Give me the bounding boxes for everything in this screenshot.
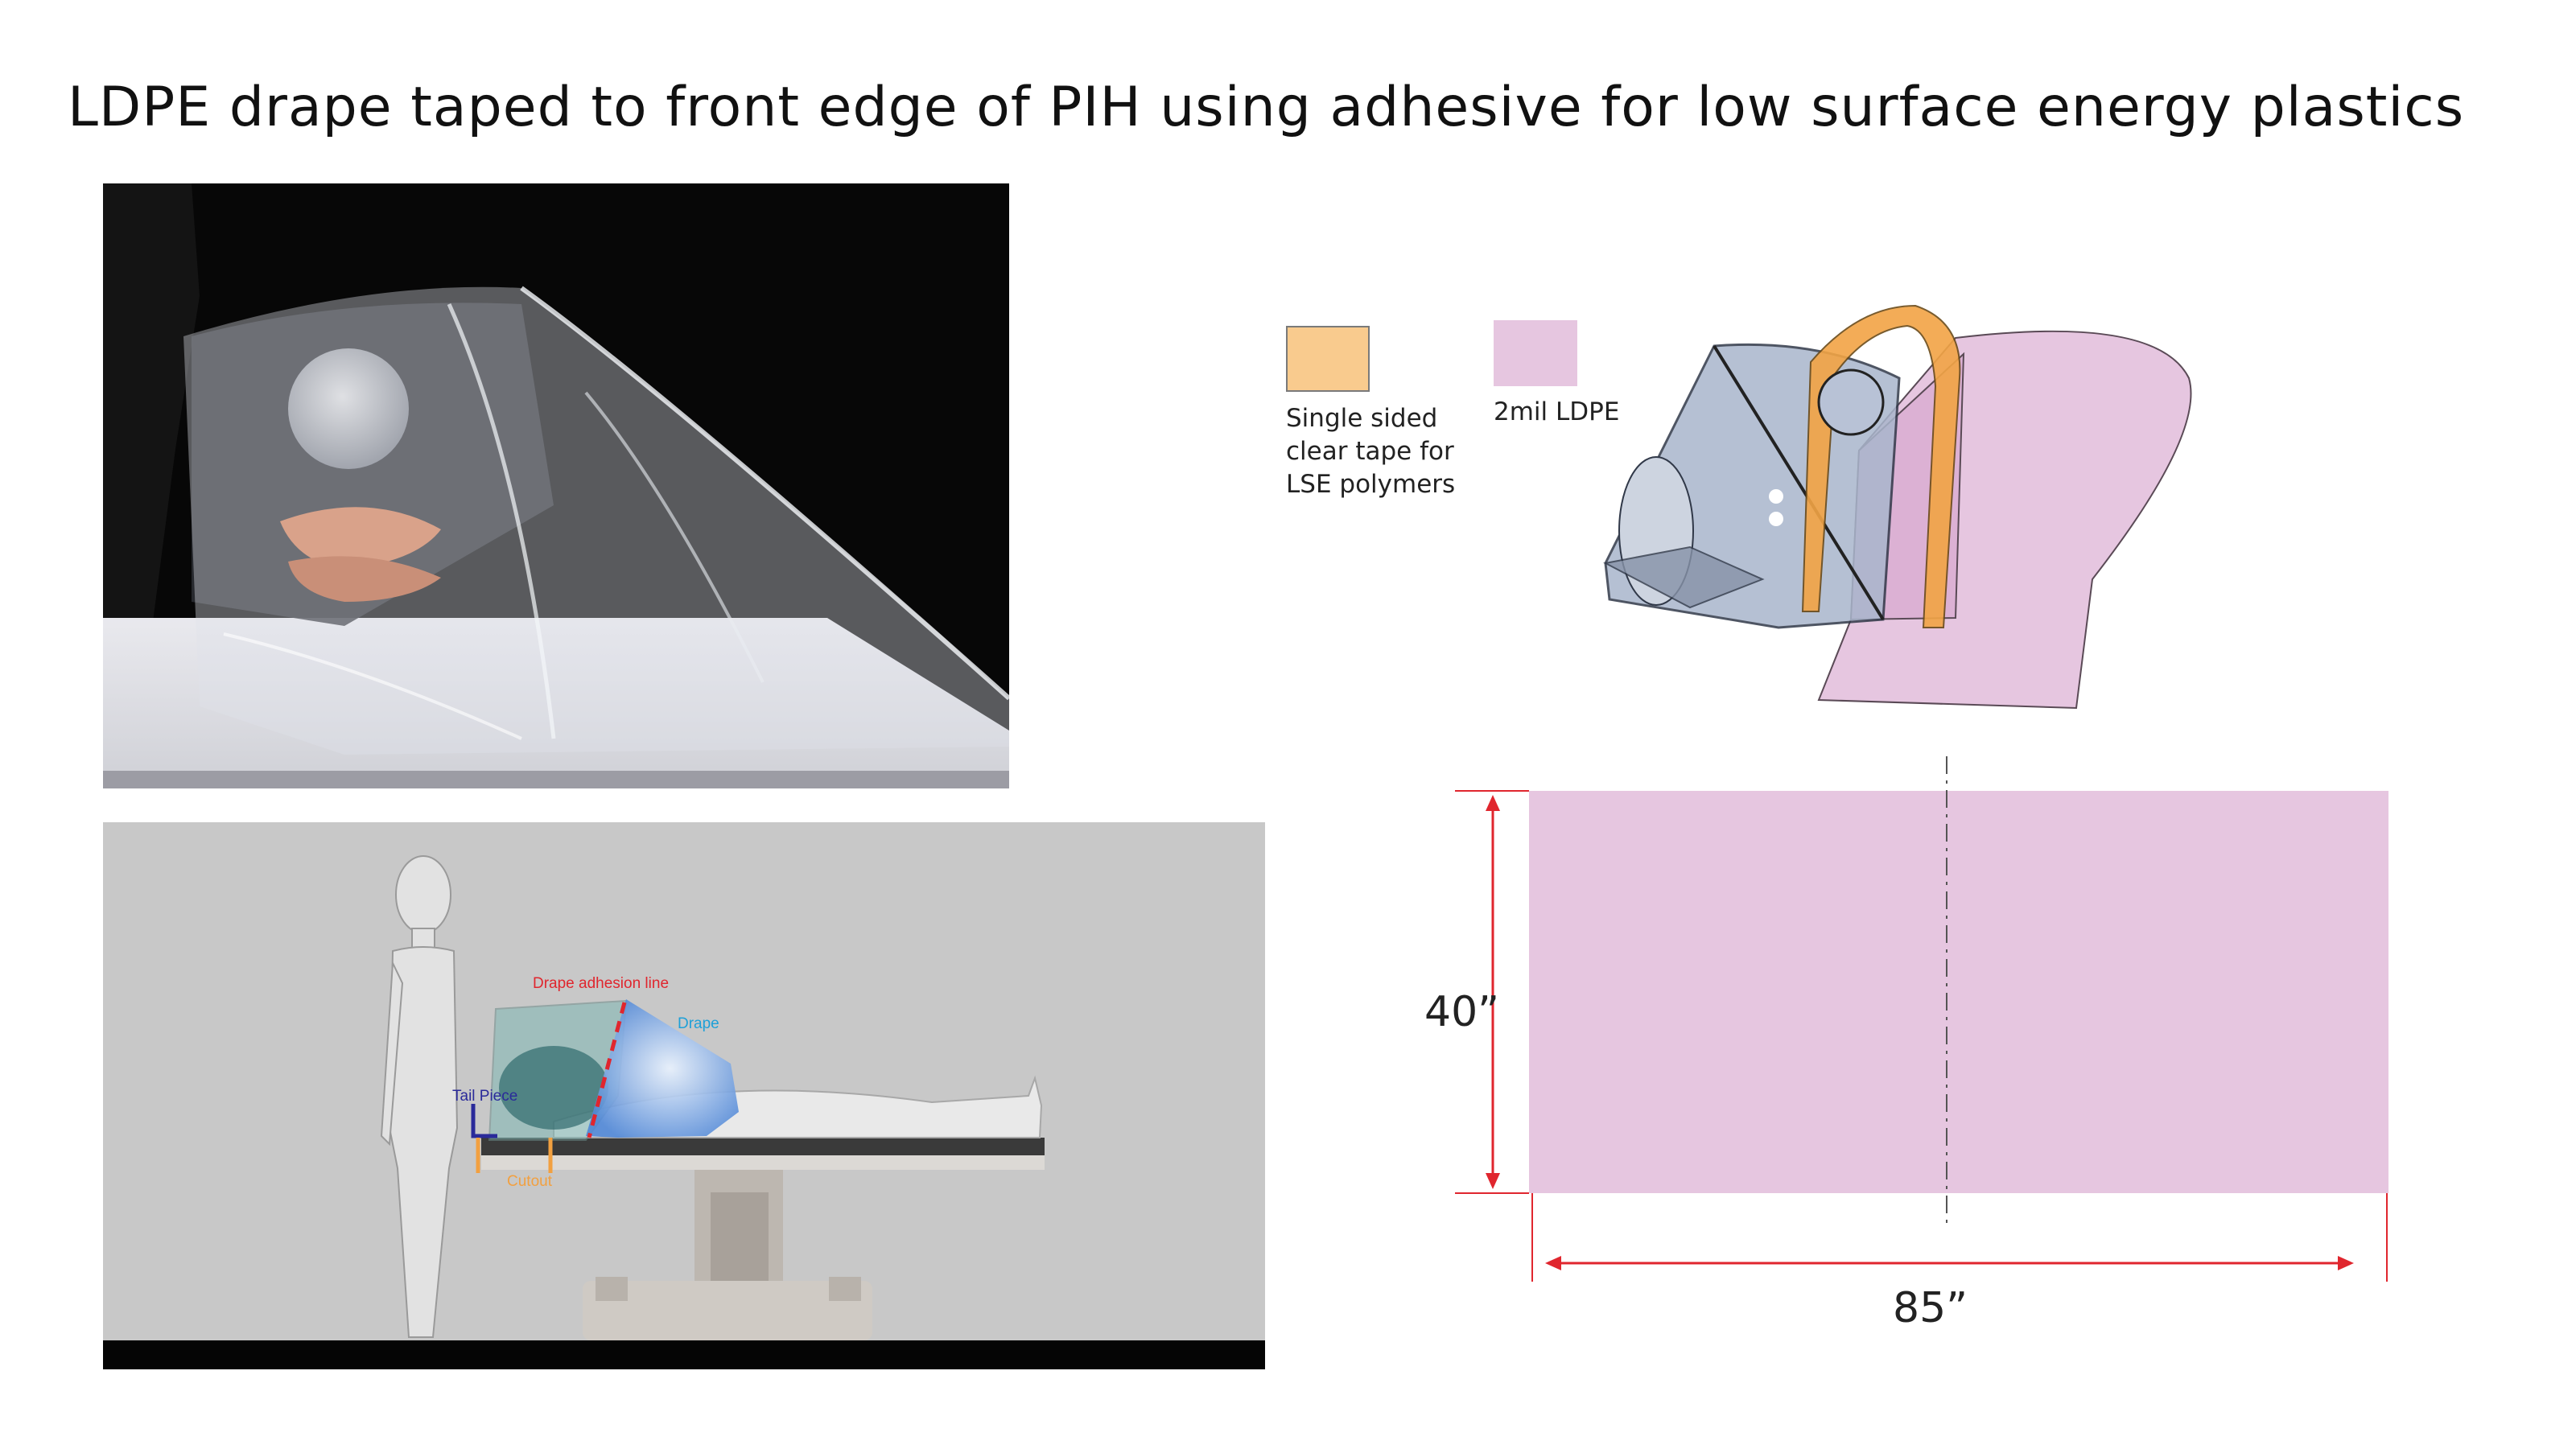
or-table-base <box>583 1168 872 1340</box>
drape-photo <box>103 183 1009 788</box>
tape-legend-label: Single sided clear tape for LSE polymers <box>1286 404 1456 499</box>
tape-swatch <box>1286 326 1370 392</box>
ldpe-sheet <box>1529 791 2388 1193</box>
setup-render: Drape adhesion line Drape Tail Piece Cut… <box>103 822 1265 1369</box>
ldpe-swatch <box>1494 320 1577 386</box>
drape-shape <box>586 999 739 1138</box>
width-dimension-label: 85” <box>1893 1284 1968 1332</box>
height-dimension-label: 40” <box>1424 988 1500 1036</box>
tail-piece-label: Tail Piece <box>452 1088 517 1105</box>
adhesion-line-label: Drape adhesion line <box>533 975 669 992</box>
drape-label: Drape <box>678 1015 719 1032</box>
hood-drape-schematic <box>1602 304 2192 710</box>
page-title: LDPE drape taped to front edge of PIH us… <box>68 76 2465 139</box>
ldpe-legend-label: 2mil LDPE <box>1494 397 1620 426</box>
sheet-dimension-lines <box>1455 756 2388 1282</box>
mannequin-standing <box>380 855 459 1338</box>
cutout-label: Cutout <box>507 1173 553 1190</box>
